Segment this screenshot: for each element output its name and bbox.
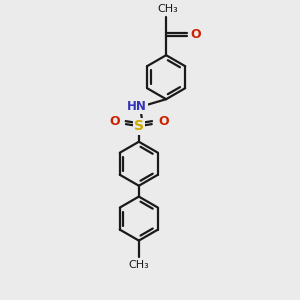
Text: O: O — [190, 28, 201, 41]
Text: CH₃: CH₃ — [128, 260, 149, 270]
Text: HN: HN — [127, 100, 147, 112]
Text: S: S — [134, 119, 144, 134]
Text: CH₃: CH₃ — [157, 4, 178, 14]
Text: O: O — [109, 115, 119, 128]
Text: O: O — [158, 115, 169, 128]
